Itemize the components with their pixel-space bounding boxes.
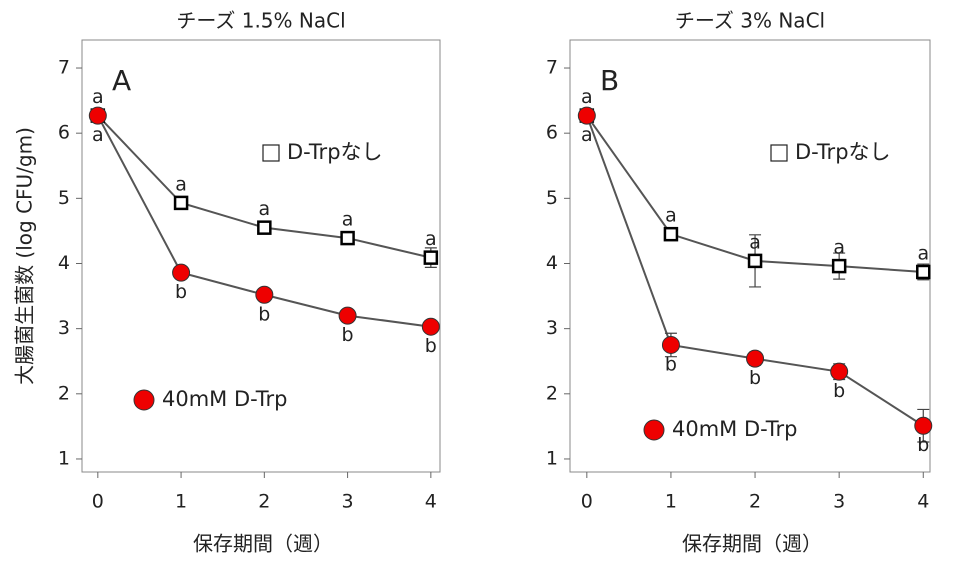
point-label: a — [581, 86, 593, 108]
panel-label: A — [112, 64, 131, 97]
y-tick-label: 4 — [546, 252, 558, 274]
x-tick-label: 3 — [833, 491, 845, 513]
plot-frame — [81, 39, 441, 473]
x-tick-label: 2 — [258, 491, 270, 513]
point-label: b — [833, 380, 845, 402]
square-marker — [747, 253, 763, 269]
square-marker — [423, 250, 439, 265]
point-label: a — [425, 228, 437, 250]
x-axis-label: 保存期間（週） — [193, 532, 333, 556]
x-tick-label: 4 — [917, 491, 929, 513]
circle-marker — [172, 263, 191, 282]
x-tick-label: 2 — [749, 491, 761, 513]
point-label: b — [665, 353, 677, 375]
point-label: a — [581, 124, 593, 146]
legend-symbol — [643, 419, 665, 441]
chart-title: チーズ 1.5% NaCl — [176, 9, 345, 33]
circle-marker — [661, 335, 680, 354]
point-label: a — [917, 242, 929, 264]
y-tick-label: 2 — [546, 382, 558, 404]
x-tick-label: 0 — [581, 491, 593, 513]
y-tick-label: 5 — [58, 187, 70, 209]
x-tick-label: 1 — [175, 491, 187, 513]
point-label: a — [92, 86, 104, 108]
point-label: b — [342, 324, 354, 346]
point-label: b — [749, 367, 761, 389]
square-marker — [916, 264, 931, 280]
point-label: a — [665, 205, 677, 227]
legend-label: D-Trpなし — [795, 140, 891, 164]
y-tick-label: 7 — [546, 57, 558, 79]
circle-marker — [338, 306, 357, 325]
point-label: a — [833, 237, 845, 259]
circle-marker — [830, 362, 849, 381]
square-marker — [340, 230, 355, 246]
legend-symbol — [133, 389, 155, 411]
square-marker — [663, 226, 679, 242]
panel-label: B — [600, 64, 619, 97]
x-axis-label: 保存期間（週） — [682, 532, 822, 556]
square-marker — [257, 220, 272, 235]
point-label: b — [175, 281, 187, 303]
legend-label: 40mM D-Trp — [672, 417, 798, 441]
circle-marker — [255, 285, 274, 304]
legend-symbol — [770, 144, 788, 162]
legend-label: D-Trpなし — [287, 140, 383, 164]
circle-marker — [746, 349, 765, 368]
point-label: b — [917, 434, 929, 456]
point-label: a — [342, 209, 354, 231]
y-tick-label: 6 — [58, 122, 70, 144]
series-line — [97, 114, 432, 259]
y-tick-label: 7 — [58, 57, 70, 79]
y-tick-label: 1 — [546, 447, 558, 469]
plot-frame — [569, 39, 931, 473]
y-tick-label: 2 — [58, 382, 70, 404]
point-label: b — [258, 303, 270, 325]
legend-symbol — [262, 144, 280, 162]
circle-marker — [88, 106, 107, 125]
y-tick-label: 4 — [58, 252, 70, 274]
y-tick-label: 5 — [546, 187, 558, 209]
y-tick-label: 6 — [546, 122, 558, 144]
point-label: a — [175, 173, 187, 195]
x-tick-label: 4 — [425, 491, 437, 513]
point-label: b — [425, 335, 437, 357]
circle-marker — [914, 416, 933, 435]
y-tick-label: 3 — [58, 317, 70, 339]
x-tick-label: 1 — [665, 491, 677, 513]
point-label: a — [259, 198, 271, 220]
chart-title: チーズ 3% NaCl — [675, 9, 825, 33]
point-label: a — [749, 231, 761, 253]
x-tick-label: 0 — [92, 491, 104, 513]
circle-marker — [577, 106, 596, 125]
circle-marker — [421, 317, 440, 336]
y-tick-label: 1 — [58, 447, 70, 469]
y-axis-label: 大腸菌生菌数 (log CFU/gm) — [13, 127, 37, 385]
x-tick-label: 3 — [342, 491, 354, 513]
square-marker — [831, 258, 847, 274]
point-label: a — [92, 124, 104, 146]
y-tick-label: 3 — [546, 317, 558, 339]
square-marker — [173, 195, 189, 211]
legend-label: 40mM D-Trp — [162, 387, 288, 411]
